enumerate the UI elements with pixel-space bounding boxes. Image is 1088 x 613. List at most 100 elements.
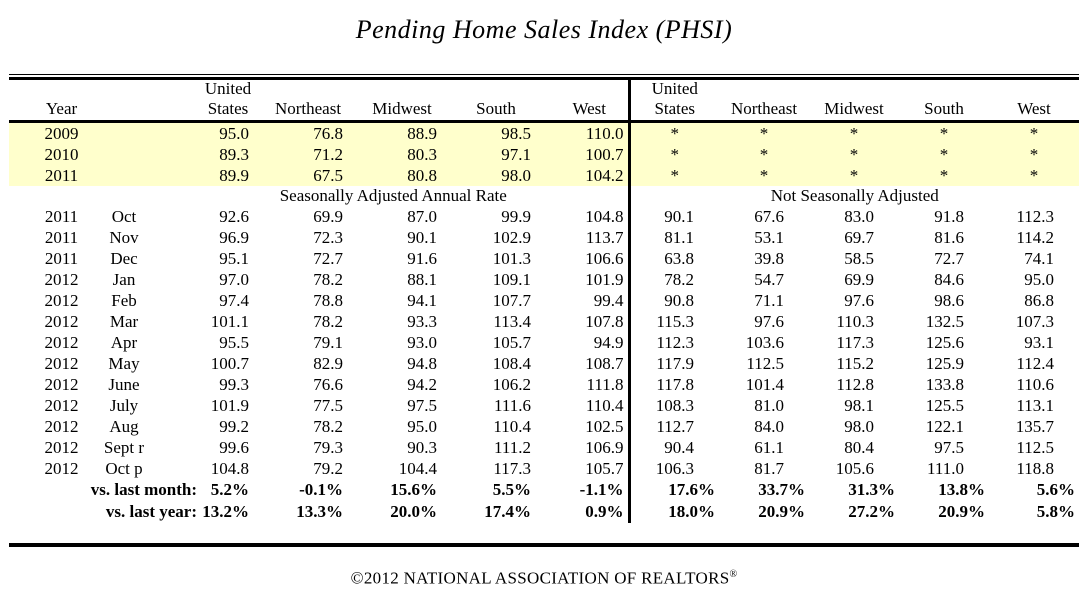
column-header-south-nsa: South bbox=[899, 98, 989, 123]
index-value-cell: 67.5 bbox=[253, 164, 347, 186]
index-value-cell: 39.8 bbox=[754, 248, 784, 268]
index-value-cell: 80.8 bbox=[347, 164, 441, 186]
index-value-cell: 105.7 bbox=[492, 332, 531, 352]
empty-cell bbox=[89, 79, 159, 99]
empty-cell bbox=[89, 143, 159, 165]
index-value-cell: 99.9 bbox=[501, 206, 531, 226]
year-cell: 2012 bbox=[44, 311, 79, 331]
header-row-regions: Year States Northeast Midwest South West State… bbox=[9, 98, 1079, 123]
column-header-states-nsa: States bbox=[627, 98, 719, 123]
asterisk-cell: * bbox=[899, 121, 989, 144]
index-value-cell: 112.3 bbox=[1016, 206, 1054, 226]
index-value-cell: 101.9 bbox=[585, 269, 624, 289]
empty-cell bbox=[899, 79, 989, 99]
copyright-text: ©2012 NATIONAL ASSOCIATION OF REALTORS bbox=[350, 568, 730, 588]
asterisk-cell: * bbox=[989, 143, 1079, 165]
pct-value-cell: -0.1% bbox=[299, 479, 343, 499]
index-value-cell: 90.4 bbox=[627, 436, 719, 458]
index-value-cell: 80.4 bbox=[844, 437, 874, 457]
pct-value-cell: -1.1% bbox=[579, 479, 624, 499]
monthly-row: 2012 Feb 97.4 78.8 94.1 107.7 99.4 90.8 71.1 97.6… bbox=[9, 289, 1079, 311]
index-value-cell: 67.6 bbox=[754, 206, 784, 226]
index-value-cell: 111.6 bbox=[494, 395, 531, 415]
pct-value-cell: 20.0% bbox=[390, 501, 437, 521]
asterisk-cell: * bbox=[719, 143, 809, 165]
index-value-cell: 61.1 bbox=[754, 437, 784, 457]
pct-value-cell: 5.8% bbox=[1036, 501, 1075, 521]
annual-row: 2011 89.9 67.5 80.8 98.0 104.2 * * * * * bbox=[9, 164, 1079, 186]
column-header-northeast-nsa: Northeast bbox=[719, 98, 809, 123]
index-value-cell: 90.3 bbox=[407, 437, 437, 457]
column-header-united-nsa: United bbox=[627, 78, 719, 98]
index-value-cell: 79.3 bbox=[313, 437, 343, 457]
index-value-cell: 93.3 bbox=[407, 311, 437, 331]
index-value-cell: 111.0 bbox=[927, 458, 964, 478]
empty-cell bbox=[535, 79, 629, 99]
index-value-cell: 107.7 bbox=[492, 290, 531, 310]
monthly-row: 2011 Dec 95.1 72.7 91.6 101.3 106.6 63.8 39.8 58.… bbox=[9, 247, 1079, 269]
index-value-cell: 108.4 bbox=[492, 353, 531, 373]
index-value-cell: 96.9 bbox=[219, 227, 249, 247]
index-value-cell: 84.6 bbox=[934, 269, 964, 289]
year-cell: 2011 bbox=[44, 227, 79, 247]
header-row-united: United United bbox=[9, 78, 1079, 99]
empty-cell bbox=[253, 79, 347, 99]
index-value-cell: 113.4 bbox=[493, 311, 531, 331]
phsi-table-body: 2009 95.0 76.8 88.9 98.5 110.0 * * * * * 2010 89.3 71… bbox=[9, 121, 1079, 523]
phsi-table-head: United United Year States Northeast Midwest So… bbox=[9, 78, 1079, 123]
asterisk-cell: * bbox=[627, 164, 719, 186]
index-value-cell: 106.3 bbox=[627, 457, 719, 479]
index-value-cell: 69.9 bbox=[844, 269, 874, 289]
index-value-cell: 81.0 bbox=[754, 395, 784, 415]
index-value-cell: 117.3 bbox=[836, 332, 874, 352]
pct-value-cell: 13.8% bbox=[938, 479, 985, 499]
month-cell: Feb bbox=[111, 290, 137, 310]
index-value-cell: 125.6 bbox=[925, 332, 964, 352]
summary-label-cell: vs. last month: bbox=[9, 479, 197, 501]
index-value-cell: 69.9 bbox=[313, 206, 343, 226]
column-header-west-nsa: West bbox=[989, 98, 1079, 123]
year-cell: 2012 bbox=[44, 395, 79, 415]
year-cell: 2012 bbox=[44, 332, 79, 352]
pct-value-cell: 20.9% bbox=[758, 501, 805, 521]
index-value-cell: 112.5 bbox=[1016, 437, 1054, 457]
year-cell: 2009 bbox=[9, 121, 89, 144]
index-value-cell: 77.5 bbox=[313, 395, 343, 415]
asterisk-cell: * bbox=[627, 143, 719, 165]
index-value-cell: 135.7 bbox=[1015, 416, 1054, 436]
empty-cell bbox=[89, 186, 159, 206]
index-value-cell: 112.4 bbox=[1016, 353, 1054, 373]
index-value-cell: 78.2 bbox=[313, 311, 343, 331]
index-value-cell: 95.0 bbox=[159, 121, 253, 144]
empty-cell bbox=[9, 186, 89, 206]
monthly-row: 2012 May 100.7 82.9 94.8 108.4 108.7 117.9 112.5… bbox=[9, 352, 1079, 374]
year-cell: 2011 bbox=[44, 206, 79, 226]
year-cell: 2010 bbox=[9, 143, 89, 165]
summary-label-cell: vs. last year: bbox=[9, 501, 197, 523]
index-value-cell: 104.2 bbox=[535, 164, 629, 186]
pct-value-cell: 0.9% bbox=[585, 501, 624, 521]
index-value-cell: 97.5 bbox=[407, 395, 437, 415]
index-value-cell: 108.3 bbox=[627, 394, 719, 416]
month-cell: Oct p bbox=[105, 458, 143, 478]
asterisk-cell: * bbox=[809, 143, 899, 165]
pct-value-cell: 17.4% bbox=[484, 501, 531, 521]
index-value-cell: 79.2 bbox=[313, 458, 343, 478]
year-cell: 2012 bbox=[44, 290, 79, 310]
pct-value-cell: 5.6% bbox=[1036, 479, 1075, 499]
summary-label-text: vs. last year: bbox=[105, 501, 197, 521]
index-value-cell: 111.8 bbox=[586, 374, 624, 394]
index-value-cell: 97.6 bbox=[754, 311, 784, 331]
index-value-cell: 88.9 bbox=[347, 121, 441, 144]
index-value-cell: 81.6 bbox=[934, 227, 964, 247]
index-value-cell: 97.6 bbox=[844, 290, 874, 310]
empty-cell bbox=[347, 79, 441, 99]
index-value-cell: 99.6 bbox=[219, 437, 249, 457]
index-value-cell: 105.7 bbox=[585, 458, 624, 478]
index-value-cell: 98.1 bbox=[844, 395, 874, 415]
index-value-cell: 94.9 bbox=[593, 332, 624, 352]
monthly-row: 2011 Oct 92.6 69.9 87.0 99.9 104.8 90.1 67.6 83.0… bbox=[9, 205, 1079, 227]
section-subtitle-row: Seasonally Adjusted Annual Rate Not Seaso… bbox=[9, 185, 1079, 206]
index-value-cell: 92.6 bbox=[219, 206, 249, 226]
index-value-cell: 91.8 bbox=[934, 206, 964, 226]
